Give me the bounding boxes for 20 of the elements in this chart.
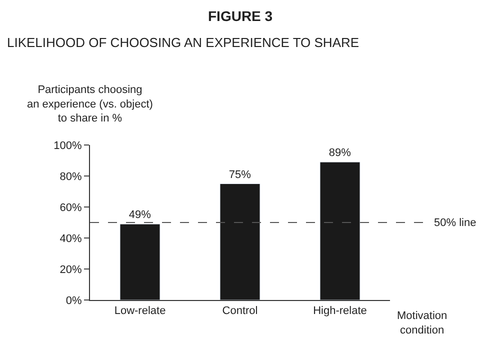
chart-subtitle: LIKELIHOOD OF CHOOSING AN EXPERIENCE TO SHARE	[7, 35, 360, 50]
x-axis-title: Motivation condition	[397, 310, 448, 336]
x-tick-label: Low-relate	[114, 305, 166, 318]
x-tick-label: Control	[222, 305, 258, 318]
x-tick-label: High-relate	[313, 305, 367, 318]
bar	[120, 224, 160, 300]
data-label: 89%	[328, 147, 352, 160]
bar	[320, 162, 360, 300]
y-tick-label: 60%	[60, 202, 82, 214]
y-tick-label: 0%	[66, 294, 82, 307]
ref-line-label: 50% line	[434, 217, 476, 229]
y-tick-label: 20%	[60, 264, 82, 276]
bar	[220, 184, 260, 300]
chart-title: FIGURE 3	[208, 8, 273, 24]
y-axis-title: Participants choosing an experience (vs. object) to share in %	[27, 84, 153, 125]
y-tick-label: 80%	[60, 170, 82, 183]
data-label: 49%	[128, 209, 152, 222]
data-label: 75%	[228, 168, 252, 181]
y-tick-label: 100%	[54, 140, 82, 152]
y-tick-label: 40%	[60, 232, 82, 245]
